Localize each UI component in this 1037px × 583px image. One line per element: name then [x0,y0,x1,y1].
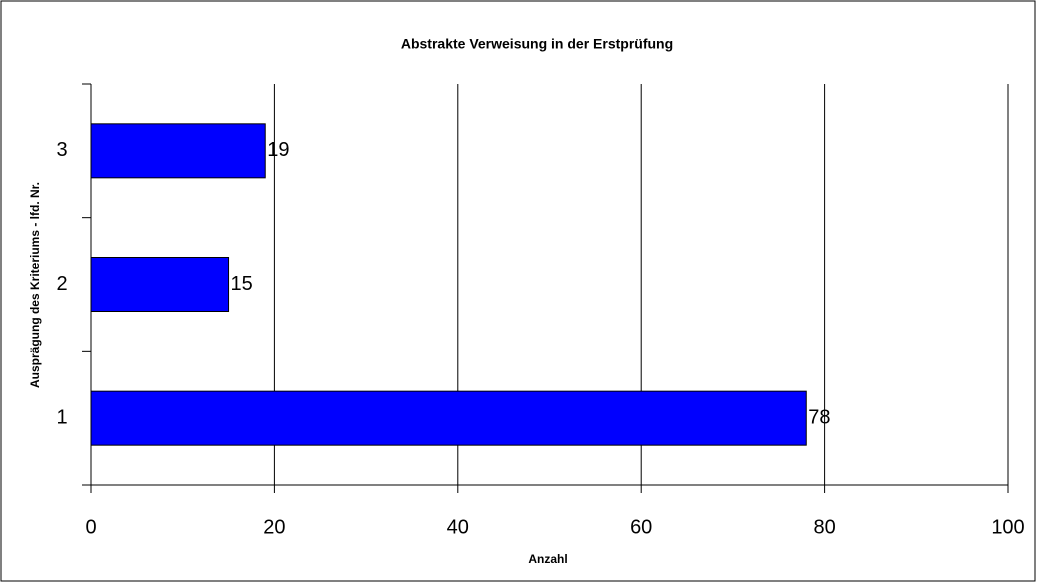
bar [90,257,230,312]
data-label: 15 [231,273,253,295]
x-tick-label: 20 [263,516,285,538]
x-tick-label: 60 [630,516,652,538]
chart-title: Abstrakte Verweisung in der Erstprüfung [401,36,673,52]
x-tick-label: 0 [85,516,96,538]
x-tick-label: 40 [447,516,469,538]
x-tick-label: 80 [813,516,835,538]
x-axis-label: Anzahl [528,552,567,566]
data-label: 19 [267,139,289,161]
bar [90,390,807,446]
y-tick-label: 2 [56,273,67,295]
y-axis-label: Ausprägung des Kriteriums - lfd. Nr. [28,182,42,388]
y-tick-label: 1 [56,406,67,428]
data-label: 78 [808,406,830,428]
y-tick-label: 3 [56,139,67,161]
x-tick-label: 100 [991,516,1024,538]
bar [90,123,266,179]
